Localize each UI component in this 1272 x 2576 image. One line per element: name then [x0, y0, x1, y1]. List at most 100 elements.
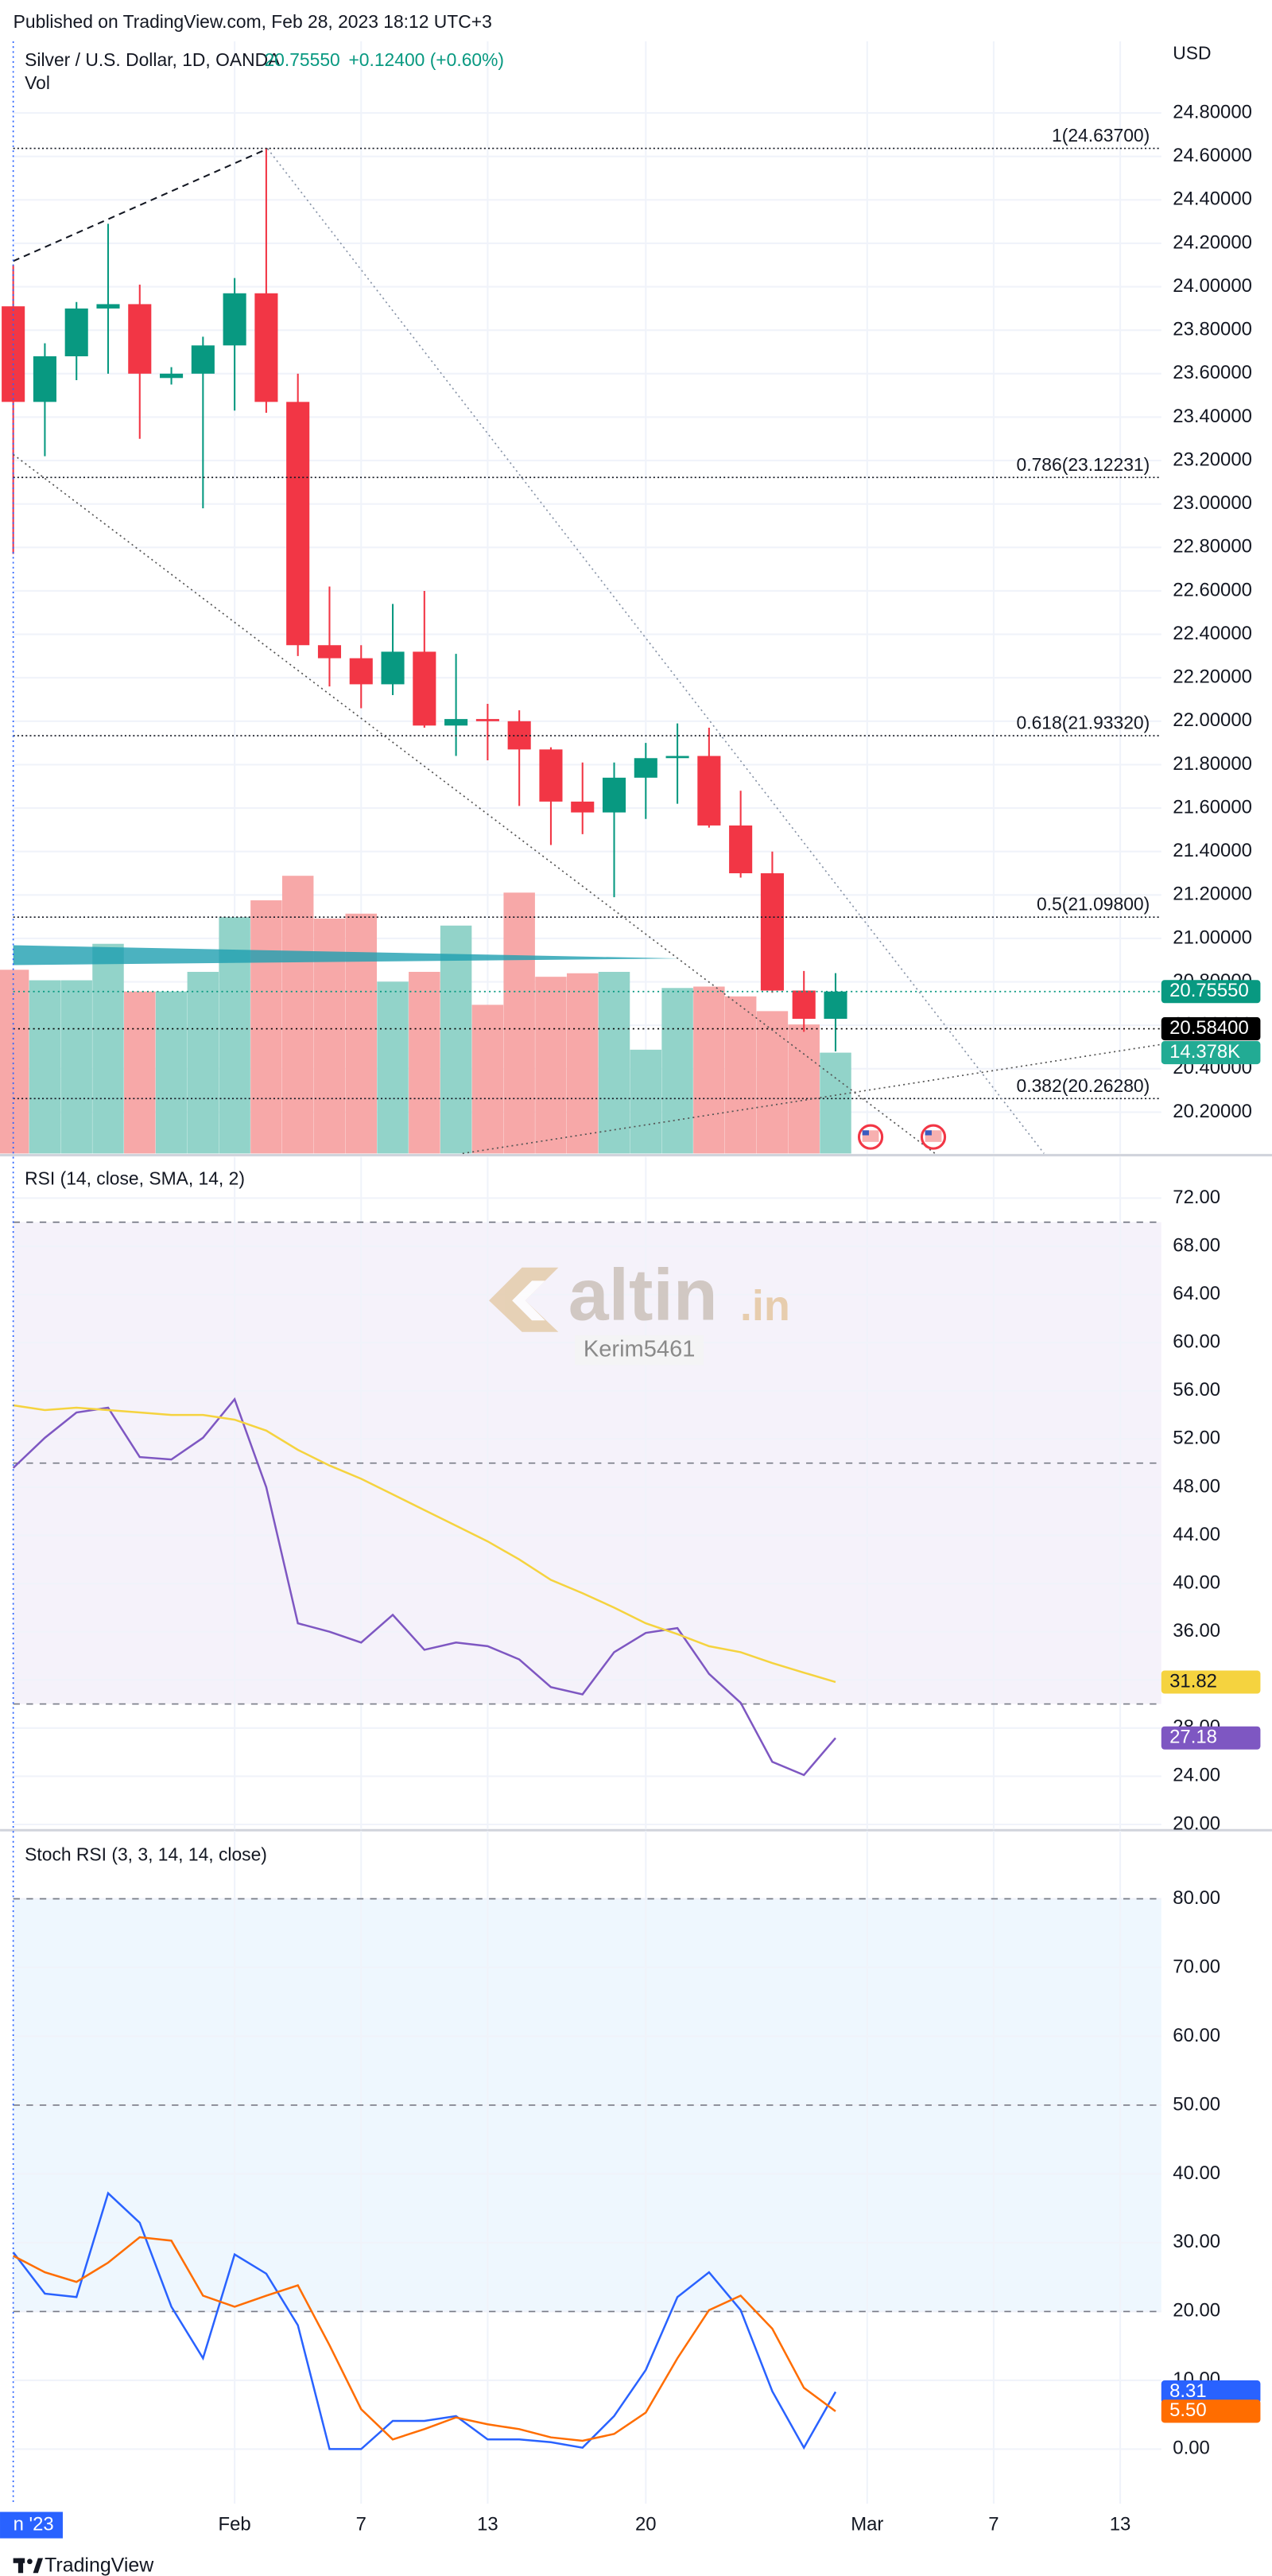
candle-body [96, 304, 120, 309]
last-value-label: 27.18 [1169, 1727, 1217, 1748]
y-tick-label: 21.00000 [1173, 927, 1252, 948]
y-tick-label: 60.00 [1173, 2025, 1220, 2046]
grid [13, 41, 1161, 2504]
y-tick-label: 21.40000 [1173, 840, 1252, 861]
volume-bar [440, 925, 472, 1154]
volume-bar [661, 988, 693, 1154]
y-tick-label: 22.60000 [1173, 579, 1252, 600]
y-tick-label: 48.00 [1173, 1475, 1220, 1497]
price-label-bg [1161, 980, 1261, 1004]
y-tick-label: 36.00 [1173, 1620, 1220, 1642]
drawings [12, 41, 1161, 2574]
candle-body [539, 749, 563, 802]
volume-bar [345, 913, 377, 1154]
y-tick-label: 30.00 [1173, 2231, 1220, 2252]
volume-bar [724, 996, 757, 1154]
legend-price: 20.75550 [264, 49, 339, 70]
candle-body [160, 373, 184, 379]
watermark-user: Kerim5461 [584, 1336, 696, 1362]
candle-body [191, 345, 215, 374]
y-tick-label: 21.20000 [1173, 884, 1252, 905]
x-tick-label: Mar [851, 2513, 883, 2535]
labels: Published on TradingView.com, Feb 28, 20… [0, 11, 1261, 2576]
y-tick-label: 68.00 [1173, 1234, 1220, 1256]
y-tick-label: 21.60000 [1173, 796, 1252, 818]
volume-bar [693, 986, 725, 1154]
candle-body [254, 293, 278, 402]
y-tick-label: 20.00 [1173, 1813, 1220, 1834]
fib-label: 0.5(21.09800) [1037, 894, 1150, 915]
y-tick-label: 24.00 [1173, 1765, 1220, 1786]
watermark-logo [489, 1267, 559, 1332]
event-marker [920, 1124, 947, 1150]
candle-body [128, 304, 152, 374]
candle-body [665, 756, 689, 759]
y-tick-label: 23.40000 [1173, 406, 1252, 427]
candle-body [602, 777, 626, 813]
volume-bar [29, 980, 61, 1154]
marks [0, 147, 1161, 2450]
price-label: 20.75550 [1169, 980, 1249, 1001]
volume-bar [630, 1049, 662, 1154]
volume-bar [788, 1024, 820, 1154]
y-tick-label: 24.40000 [1173, 188, 1252, 210]
currency: USD [1173, 43, 1211, 64]
y-tick-label: 64.00 [1173, 1283, 1220, 1304]
volume-bar [92, 943, 124, 1154]
watermark-suffix: .in [740, 1282, 790, 1330]
y-tick-label: 24.80000 [1173, 101, 1252, 122]
last-value-label-bg [1161, 2399, 1261, 2423]
fib-label: 1(24.63700) [1052, 125, 1150, 146]
watermark-user-bg [575, 1335, 704, 1366]
y-tick-label: 60.00 [1173, 1331, 1220, 1353]
y-tick-label: 22.80000 [1173, 536, 1252, 558]
volume-bar [471, 1004, 504, 1154]
y-tick-label: 22.00000 [1173, 709, 1252, 731]
candle-body [634, 758, 657, 778]
x-tick-label: 7 [356, 2513, 366, 2535]
fib-label: 0.382(20.26280) [1017, 1075, 1150, 1096]
candle-body [824, 991, 847, 1020]
volume-bar [281, 876, 314, 1154]
volume-label: 14.378K [1169, 1041, 1240, 1063]
y-tick-label: 23.20000 [1173, 449, 1252, 470]
tradingview-logo [13, 2558, 44, 2574]
candle-body [413, 651, 436, 726]
y-tick-label: 80.00 [1173, 1887, 1220, 1909]
volume-bar [377, 981, 409, 1154]
watermark-text: altin [568, 1254, 718, 1335]
candle-body [286, 402, 310, 646]
volume-bar [0, 969, 29, 1154]
candle-body [444, 719, 468, 726]
fib-label: 0.618(21.93320) [1017, 713, 1150, 733]
candle-body [760, 873, 784, 991]
stoch-title: Stoch RSI (3, 3, 14, 14, close) [25, 1844, 267, 1864]
series-line [13, 2236, 836, 2442]
y-tick-label: 20.00 [1173, 2300, 1220, 2322]
fib-label: 0.786(23.12231) [1017, 454, 1150, 475]
volume-bar [535, 977, 567, 1154]
volume-bar [598, 971, 630, 1154]
footer-brand: TradingView [45, 2555, 154, 2576]
x-tick-label: 7 [988, 2513, 999, 2535]
candle-body [792, 990, 816, 1020]
x-tick-label: 13 [477, 2513, 498, 2535]
y-tick-label: 23.60000 [1173, 362, 1252, 383]
crosshair-label-bg [0, 2512, 63, 2539]
y-tick-label: 44.00 [1173, 1524, 1220, 1545]
volume-bar [124, 991, 156, 1154]
volume-bar [503, 892, 535, 1154]
trend-line [266, 148, 1045, 1154]
y-tick-label: 50.00 [1173, 2093, 1220, 2115]
y-tick-label: 0.00 [1173, 2438, 1209, 2459]
y-tick-label: 21.80000 [1173, 753, 1252, 775]
y-tick-label: 22.40000 [1173, 623, 1252, 644]
y-tick-label: 70.00 [1173, 1956, 1220, 1977]
y-tick-label: 72.00 [1173, 1187, 1220, 1208]
candle-body [33, 356, 56, 402]
volume-title: Vol [25, 72, 50, 93]
volume-bar [756, 1011, 789, 1154]
